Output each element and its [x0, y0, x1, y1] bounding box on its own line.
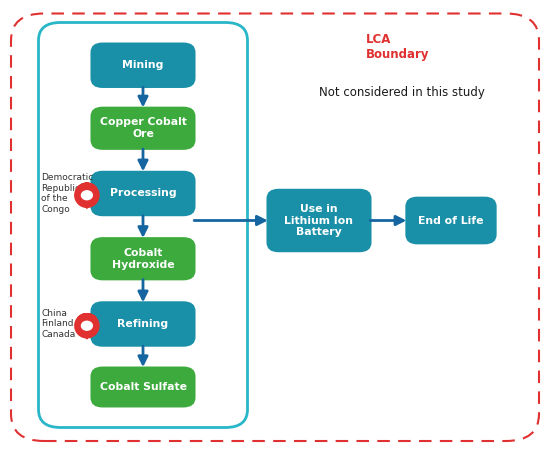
Text: Mining: Mining — [122, 60, 164, 70]
FancyBboxPatch shape — [90, 237, 196, 280]
Text: Not considered in this study: Not considered in this study — [318, 86, 485, 99]
Circle shape — [81, 191, 92, 200]
Text: Copper Cobalt
Ore: Copper Cobalt Ore — [100, 117, 186, 139]
Text: Cobalt Sulfate: Cobalt Sulfate — [100, 382, 186, 392]
FancyBboxPatch shape — [405, 197, 497, 244]
Text: LCA
Boundary: LCA Boundary — [366, 33, 429, 61]
Text: End of Life: End of Life — [418, 216, 484, 225]
Polygon shape — [75, 314, 99, 339]
FancyBboxPatch shape — [90, 171, 196, 216]
Polygon shape — [75, 183, 99, 208]
Text: Cobalt
Hydroxide: Cobalt Hydroxide — [112, 248, 174, 270]
FancyBboxPatch shape — [90, 43, 196, 88]
FancyBboxPatch shape — [266, 189, 372, 252]
Text: Processing: Processing — [109, 189, 177, 198]
Text: Refining: Refining — [118, 319, 168, 329]
Text: Use in
Lithium Ion
Battery: Use in Lithium Ion Battery — [284, 204, 354, 237]
Text: Democratic
Republic
of the
Congo: Democratic Republic of the Congo — [41, 173, 94, 214]
FancyBboxPatch shape — [90, 366, 196, 408]
Circle shape — [81, 321, 92, 330]
FancyBboxPatch shape — [90, 302, 196, 346]
FancyBboxPatch shape — [90, 107, 196, 150]
Text: China
Finland
Canada: China Finland Canada — [41, 309, 75, 339]
